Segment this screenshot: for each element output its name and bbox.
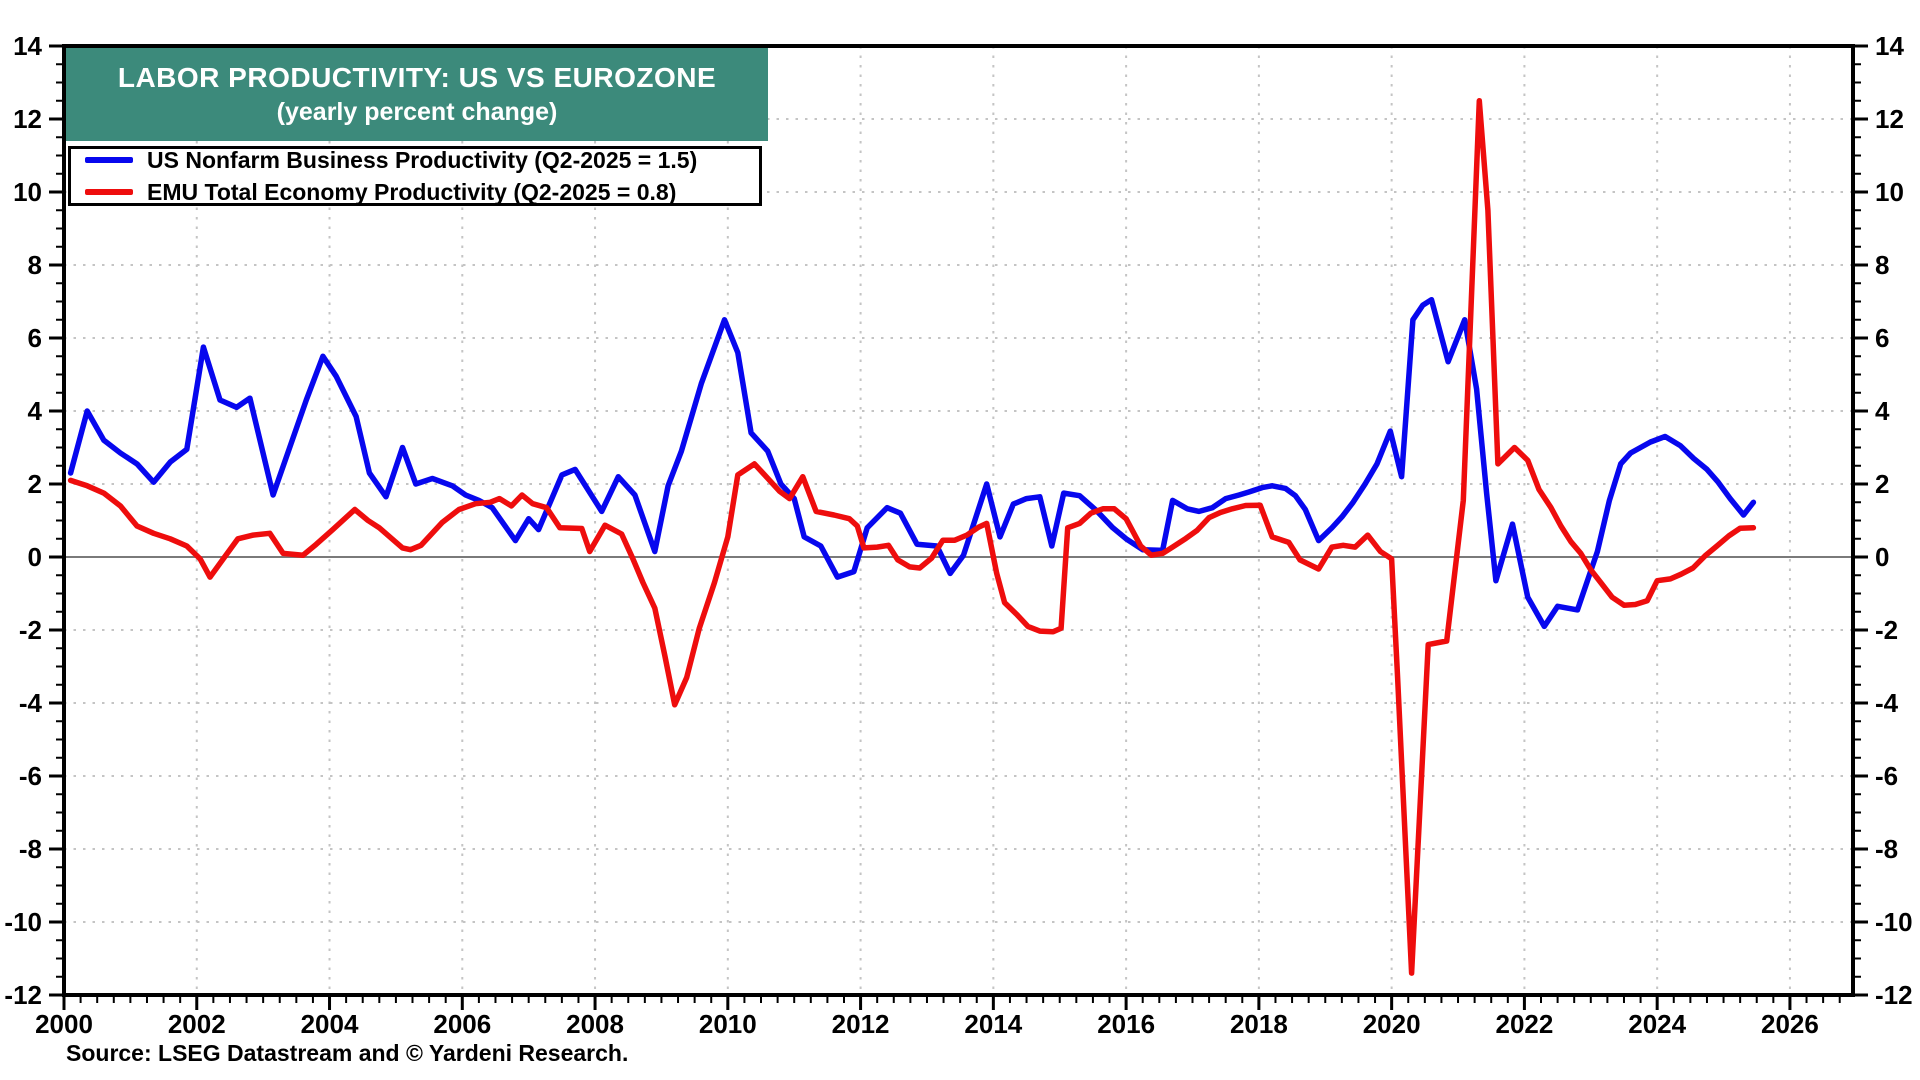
y-tick-label-right: -6 xyxy=(1875,761,1898,791)
y-tick-label-left: 12 xyxy=(13,104,42,134)
y-tick-label-left: -8 xyxy=(19,834,42,864)
y-tick-label-right: 0 xyxy=(1875,542,1889,572)
us-productivity-line xyxy=(67,296,1757,630)
y-tick-label-left: -6 xyxy=(19,761,42,791)
x-tick-label: 2020 xyxy=(1363,1009,1421,1039)
y-tick-label-right: 6 xyxy=(1875,323,1889,353)
y-tick-label-right: 12 xyxy=(1875,104,1904,134)
x-tick-label: 2024 xyxy=(1628,1009,1686,1039)
emu-legend-label: EMU Total Economy Productivity (Q2-2025 … xyxy=(147,178,677,205)
x-tick-label: 2014 xyxy=(964,1009,1022,1039)
x-tick-label: 2022 xyxy=(1495,1009,1553,1039)
y-tick-label-left: 14 xyxy=(13,31,42,61)
x-tick-label: 2016 xyxy=(1097,1009,1155,1039)
y-tick-label-left: 10 xyxy=(13,177,42,207)
us-line-swatch xyxy=(85,157,133,163)
x-tick-label: 2012 xyxy=(832,1009,890,1039)
chart-title-band: LABOR PRODUCTIVITY: US VS EUROZONE (year… xyxy=(66,48,768,141)
legend-item-us: US Nonfarm Business Productivity (Q2-202… xyxy=(85,147,759,174)
y-tick-label-right: 8 xyxy=(1875,250,1889,280)
y-tick-label-right: -12 xyxy=(1875,980,1913,1010)
emu-line-swatch xyxy=(85,189,133,195)
x-tick-label: 2002 xyxy=(168,1009,226,1039)
y-tick-label-right: -8 xyxy=(1875,834,1898,864)
y-tick-label-left: 0 xyxy=(28,542,42,572)
y-tick-label-left: 4 xyxy=(28,396,43,426)
gridlines xyxy=(64,46,1853,995)
legend: US Nonfarm Business Productivity (Q2-202… xyxy=(68,146,762,206)
x-tick-label: 2006 xyxy=(433,1009,491,1039)
axis-labels: 2000 2002 2004 2006 2008 2010 2012 2014 2016 2018… xyxy=(4,31,1912,1039)
x-tick-label: 2000 xyxy=(35,1009,93,1039)
y-tick-label-right: -10 xyxy=(1875,907,1913,937)
x-tick-label: 2010 xyxy=(699,1009,757,1039)
emu-productivity-line xyxy=(67,98,1757,976)
chart-subtitle: (yearly percent change) xyxy=(276,98,558,126)
y-tick-label-right: -2 xyxy=(1875,615,1898,645)
y-tick-label-left: -12 xyxy=(4,980,42,1010)
x-tick-label: 2008 xyxy=(566,1009,624,1039)
y-tick-label-right: -4 xyxy=(1875,688,1899,718)
y-tick-label-right: 2 xyxy=(1875,469,1889,499)
chart-title: LABOR PRODUCTIVITY: US VS EUROZONE xyxy=(117,62,717,93)
y-tick-label-right: 14 xyxy=(1875,31,1904,61)
y-tick-label-left: 8 xyxy=(28,250,42,280)
x-tick-label: 2026 xyxy=(1761,1009,1819,1039)
y-tick-label-left: 2 xyxy=(28,469,42,499)
x-tick-label: 2004 xyxy=(301,1009,359,1039)
legend-item-emu: EMU Total Economy Productivity (Q2-2025 … xyxy=(85,179,759,206)
plot-frame xyxy=(62,44,1855,997)
y-tick-label-right: 10 xyxy=(1875,177,1904,207)
source-attribution: Source: LSEG Datastream and © Yardeni Re… xyxy=(66,1040,629,1066)
y-tick-label-left: -10 xyxy=(4,907,42,937)
y-tick-label-left: 6 xyxy=(28,323,42,353)
us-legend-label: US Nonfarm Business Productivity (Q2-202… xyxy=(147,146,698,173)
x-tick-label: 2018 xyxy=(1230,1009,1288,1039)
y-tick-label-left: -4 xyxy=(19,688,43,718)
y-tick-label-left: -2 xyxy=(19,615,42,645)
y-tick-label-right: 4 xyxy=(1875,396,1890,426)
